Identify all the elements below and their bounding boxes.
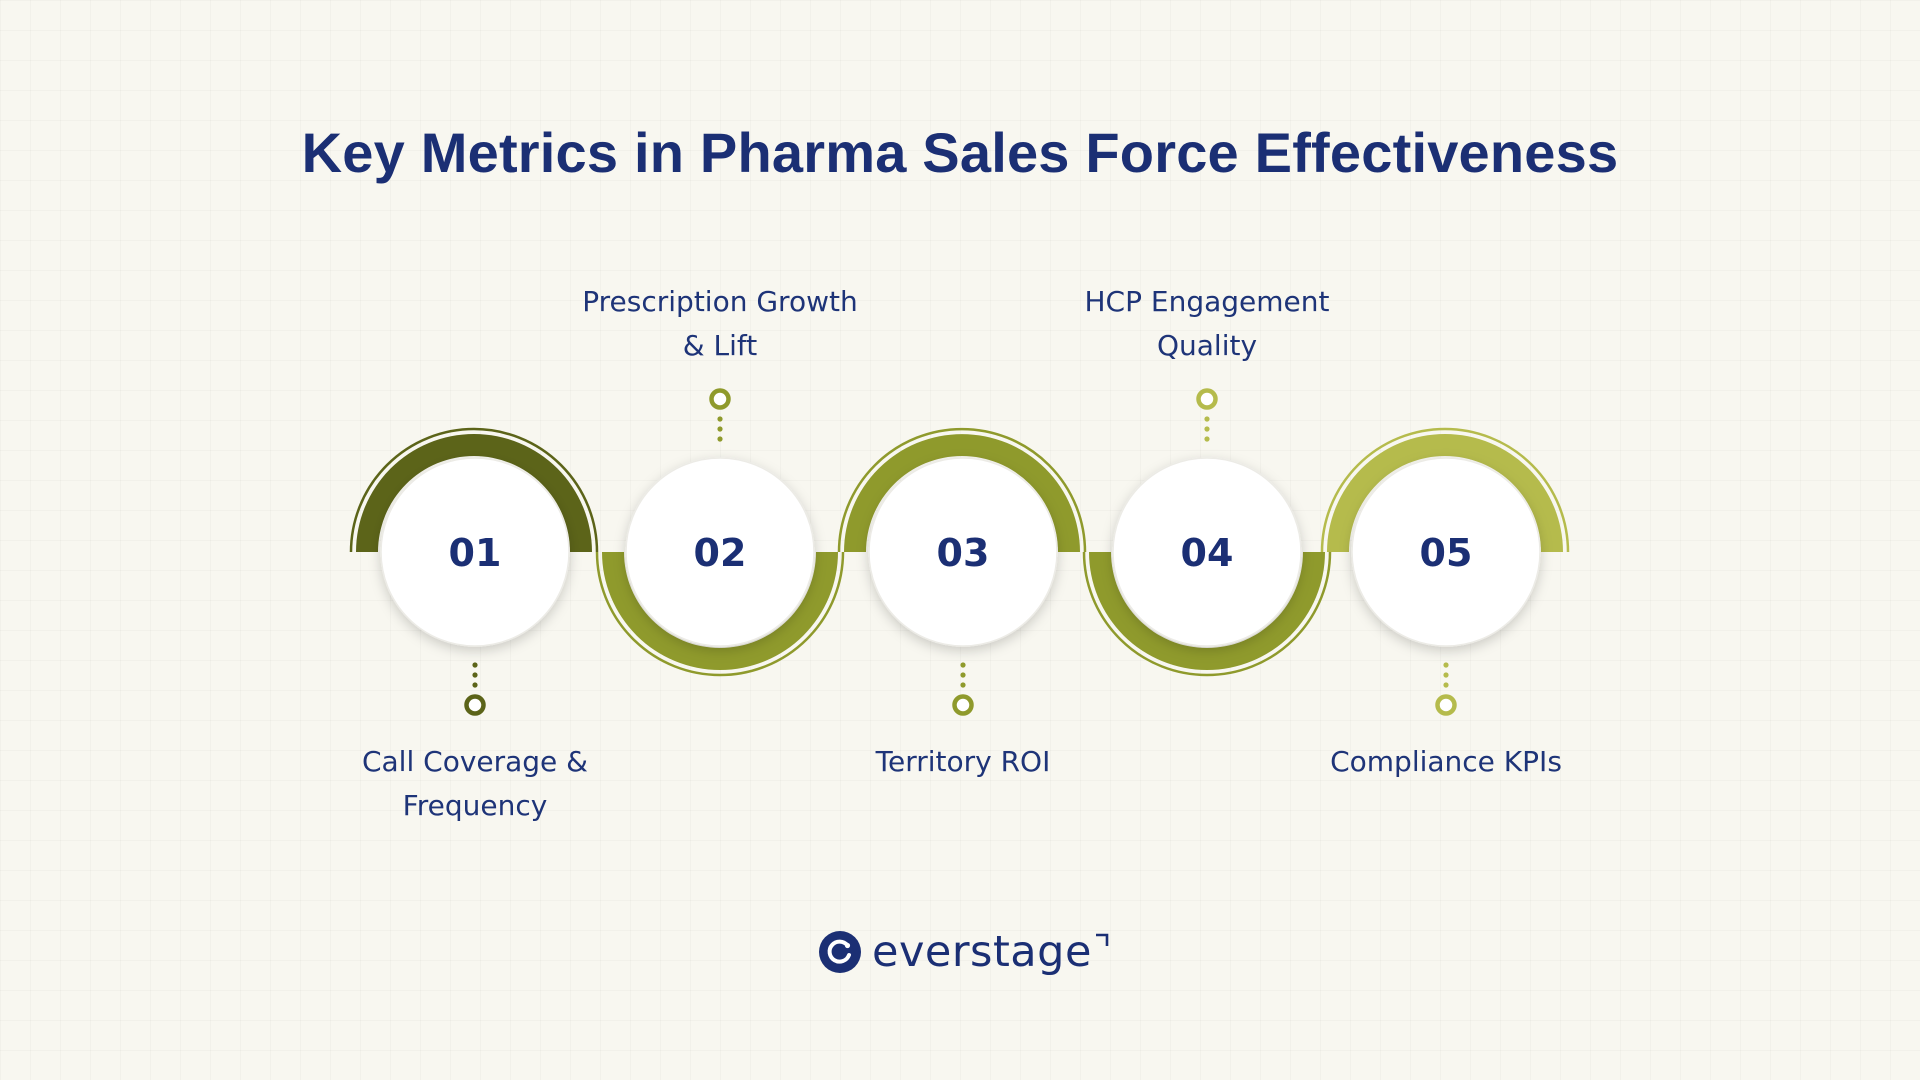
- connector-marker: [1435, 694, 1457, 716]
- connector-marker: [952, 694, 974, 716]
- everstage-logo-icon: [819, 931, 861, 973]
- step-number: 05: [1420, 531, 1473, 575]
- connector-marker: [1196, 388, 1218, 410]
- page-title: Key Metrics in Pharma Sales Force Effect…: [301, 121, 1619, 184]
- step-label: Call Coverage & Frequency: [285, 740, 665, 828]
- step-arc-line: [1320, 427, 1570, 553]
- connector-dot: [1204, 426, 1210, 432]
- connector-dot: [960, 672, 966, 678]
- connector-dot: [1443, 682, 1449, 688]
- connector-dot: [472, 672, 478, 678]
- step-label: Compliance KPIs: [1256, 740, 1636, 784]
- step-number: 03: [937, 531, 990, 575]
- step-circle: [625, 457, 815, 647]
- step-label: Prescription Growth & Lift: [530, 280, 910, 368]
- connector-dot: [960, 662, 966, 668]
- connector-dot: [1443, 662, 1449, 668]
- step-arc-line: [595, 551, 845, 677]
- connector-dot: [1204, 436, 1210, 442]
- step-arc-line: [349, 427, 599, 553]
- connector-dot: [717, 426, 723, 432]
- step-circle: [380, 457, 570, 647]
- connector-dot: [1204, 416, 1210, 422]
- logo-corner-mark: [1095, 933, 1109, 946]
- step-label: Territory ROI: [773, 740, 1153, 784]
- connector-dot: [472, 662, 478, 668]
- step-number: 01: [449, 531, 502, 575]
- step-arc-band: [1089, 552, 1325, 670]
- step-label-line: Call Coverage &: [361, 745, 589, 778]
- logo-text: everstage: [872, 927, 1092, 977]
- step-arc-line: [837, 427, 1087, 553]
- step-circle: [1112, 457, 1302, 647]
- step-circle: [868, 457, 1058, 647]
- step-label-line: Quality: [1156, 329, 1258, 362]
- step-label-line: HCP Engagement: [1084, 285, 1330, 318]
- step-arc-band: [844, 434, 1080, 552]
- connector-dot: [717, 436, 723, 442]
- everstage-logo: everstage: [818, 922, 1110, 982]
- connector-dot: [472, 682, 478, 688]
- step-arc-line: [1082, 551, 1332, 677]
- connector-dot: [1443, 672, 1449, 678]
- step-label-line: Prescription Growth: [582, 285, 858, 318]
- connector-marker: [464, 694, 486, 716]
- connector-dot: [960, 682, 966, 688]
- connector-dot: [717, 416, 723, 422]
- connector-marker: [709, 388, 731, 410]
- step-label-line: Compliance KPIs: [1330, 745, 1562, 778]
- step-arc-band: [1327, 434, 1563, 552]
- step-circle: [1351, 457, 1541, 647]
- step-arc-band: [602, 552, 838, 670]
- step-label-line: Frequency: [402, 789, 548, 822]
- step-number: 04: [1181, 531, 1234, 575]
- step-label-line: & Lift: [682, 329, 758, 362]
- step-label-line: Territory ROI: [875, 745, 1051, 778]
- step-arc-band: [356, 434, 592, 552]
- step-label: HCP Engagement Quality: [1017, 280, 1397, 368]
- step-number: 02: [694, 531, 747, 575]
